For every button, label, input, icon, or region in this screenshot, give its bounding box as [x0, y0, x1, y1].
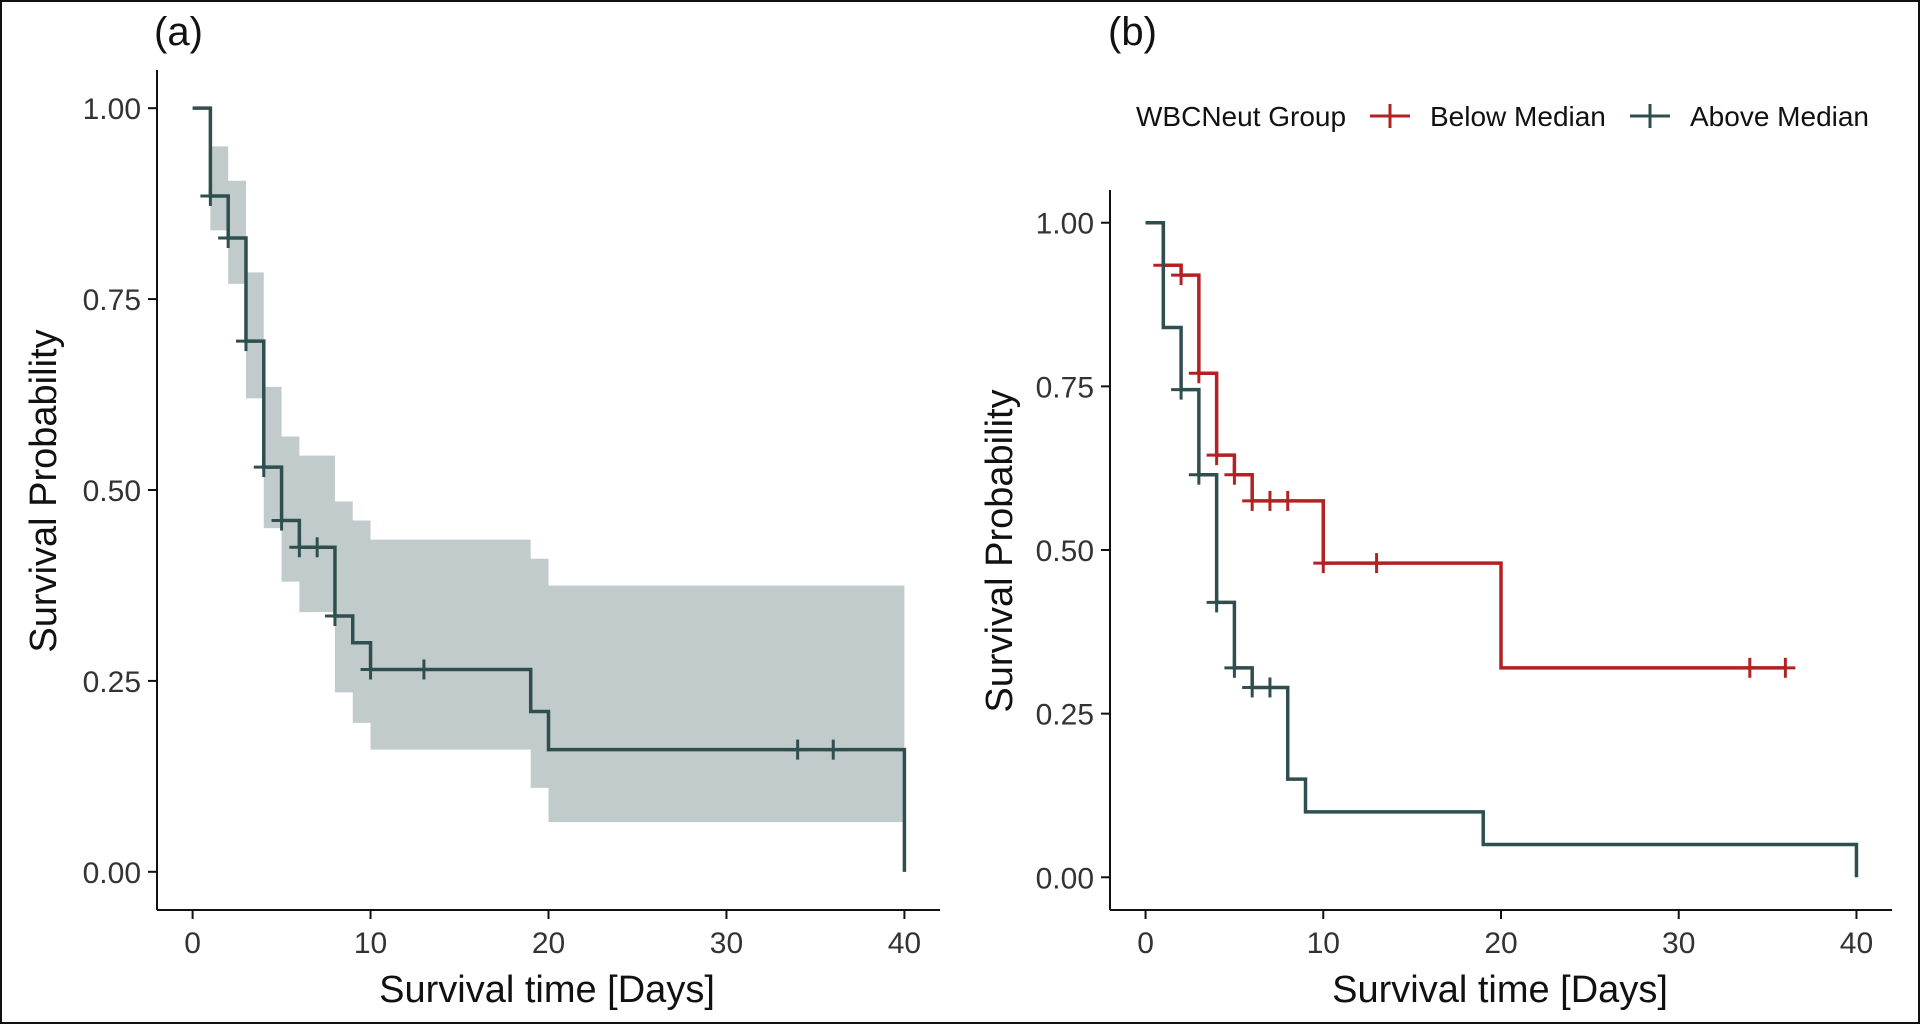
panel-b-censor-mark: [1188, 464, 1209, 485]
panel-b-censor-mark: [1277, 490, 1298, 511]
panel-b-y-tick-label: 0.50: [1036, 535, 1094, 568]
panel-b-censor-mark: [1206, 445, 1227, 466]
panel-b-x-tick-label: 10: [1307, 927, 1340, 960]
legend-label-below-median: Below Median: [1430, 101, 1606, 132]
panel-b-censor-mark: [1206, 592, 1227, 613]
panel-a-censor-mark: [200, 186, 221, 206]
panel-b-censor-mark: [1739, 657, 1760, 678]
panel-b-x-tick-label: 40: [1840, 927, 1873, 960]
panel-a-censor-mark: [218, 228, 239, 248]
panel-b-censor-mark: [1259, 677, 1280, 698]
panel-a-y-tick-label: 0.25: [83, 666, 141, 699]
panel-b-censor-mark: [1366, 553, 1387, 574]
panel-b-censor-mark: [1242, 490, 1263, 511]
panel-a-censor-mark: [307, 537, 328, 558]
panel-b-censor-mark: [1224, 657, 1245, 678]
panel-a-x-tick-label: 20: [532, 927, 565, 960]
panel-a-x-tick-label: 0: [184, 927, 201, 960]
panel-b-x-tick-label: 30: [1662, 927, 1695, 960]
panel-b-censor-mark: [1775, 657, 1796, 678]
panel-a-y-tick-label: 0.00: [83, 857, 141, 890]
panel-a-censor-mark: [360, 659, 381, 680]
panel-b-survival-curve-above-median: [1145, 220, 1859, 878]
panel-a-censor-mark: [253, 457, 274, 478]
panel-b-x-tick-label: 20: [1484, 927, 1517, 960]
panel-b-y-tick-label: 1.00: [1036, 208, 1094, 241]
panel-a-censor-mark: [823, 739, 844, 760]
panel-b-censor-mark: [1224, 464, 1245, 485]
panel-a: (a) Survival time [Days] Survival Probab…: [23, 10, 940, 1011]
panel-b-censor-mark: [1171, 379, 1192, 400]
panel-b-censor-mark: [1259, 490, 1280, 511]
panel-a-label: (a): [154, 10, 203, 54]
panel-b-censor-mark: [1188, 363, 1209, 384]
panel-a-y-tick-label: 1.00: [83, 93, 141, 126]
panel-a-x-tick-label: 10: [354, 927, 387, 960]
panel-b-censor-mark: [1313, 553, 1334, 574]
panel-b-label: (b): [1108, 10, 1157, 54]
panel-a-y-tick-label: 0.75: [83, 284, 141, 317]
panel-a-censor-mark: [787, 739, 808, 760]
panel-a-censor-mark: [235, 331, 256, 352]
legend-title: WBCNeut Group: [1136, 101, 1346, 132]
panel-a-censor-mark: [324, 606, 345, 626]
panel-a-x-tick-label: 40: [888, 927, 921, 960]
panel-b-x-axis-title: Survival time [Days]: [1332, 969, 1668, 1011]
panel-b-censor-mark: [1242, 677, 1263, 698]
panel-b-y-tick-label: 0.75: [1036, 371, 1094, 404]
panel-a-x-axis-title: Survival time [Days]: [379, 969, 715, 1011]
panel-b-y-tick-label: 0.00: [1036, 862, 1094, 895]
panel-b-y-tick-label: 0.25: [1036, 699, 1094, 732]
panel-a-censor-mark: [413, 659, 434, 680]
legend-label-above-median: Above Median: [1690, 101, 1869, 132]
panel-a-x-tick-label: 30: [710, 927, 743, 960]
panel-b-x-tick-label: 0: [1137, 927, 1154, 960]
panel-a-y-tick-label: 0.50: [83, 475, 141, 508]
panel-a-y-axis-title: Survival Probability: [23, 329, 65, 652]
panel-a-censor-mark: [289, 537, 310, 558]
panel-b-y-axis-title: Survival Probability: [979, 389, 1021, 712]
panel-b-survival-curve-below-median: [1145, 220, 1786, 670]
panel-b: (b) Survival time [Days] Survival Probab…: [979, 10, 1892, 1011]
panel-a-censor-mark: [271, 510, 292, 531]
legend: WBCNeut Group Below Median Above Median: [1136, 101, 1869, 132]
panel-b-censor-mark: [1171, 265, 1192, 286]
